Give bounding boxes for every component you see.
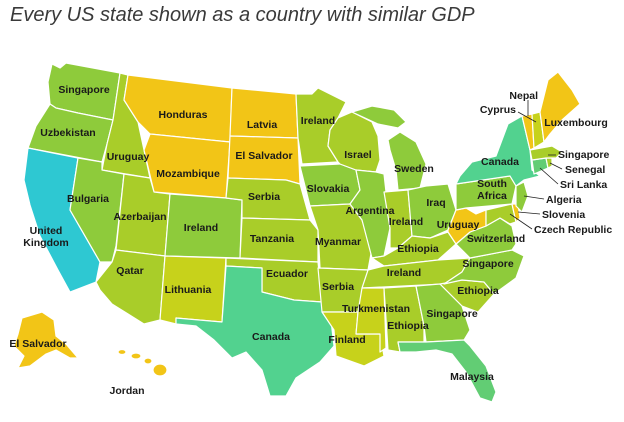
- label-wisconsin: Israel: [344, 149, 372, 161]
- label-arkansas: Serbia: [322, 281, 354, 293]
- label-new-mexico: Lithuania: [165, 284, 212, 296]
- label-rhode-island: Senegal: [565, 164, 605, 176]
- label-nevada: Bulgaria: [67, 193, 109, 205]
- state-idaho[interactable]: [101, 72, 151, 179]
- label-georgia: Singapore: [426, 308, 478, 320]
- label-south-dakota: El Salvador: [235, 150, 292, 162]
- label-new-hampshire: Cyprus: [480, 104, 516, 116]
- leader-slovenia: [517, 211, 541, 215]
- label-missouri: Myanmar: [315, 236, 361, 248]
- label-minnesota: Ireland: [301, 115, 335, 127]
- label-vermont: Nepal: [509, 90, 538, 102]
- label-washington: Singapore: [58, 84, 110, 96]
- label-idaho: Uruguay: [107, 151, 150, 163]
- label-kentucky: Ethiopia: [397, 243, 439, 255]
- label-north-carolina: Singapore: [462, 258, 514, 270]
- state-massachusetts[interactable]: [529, 145, 563, 161]
- label-mississippi: Turkmenistan: [342, 303, 410, 315]
- leader-sri-lanka: [539, 167, 559, 185]
- state-alaska[interactable]: [13, 311, 79, 369]
- label-california: United Kingdom: [23, 225, 69, 249]
- label-michigan: Sweden: [394, 163, 434, 175]
- label-alaska: El Salvador: [9, 338, 66, 350]
- state-kansas[interactable]: [239, 217, 319, 263]
- label-connecticut: Sri Lanka: [560, 179, 607, 191]
- label-new-york: Canada: [481, 156, 519, 168]
- label-illinois: Argentina: [345, 205, 394, 217]
- label-west-virginia: Uruguay: [437, 219, 480, 231]
- label-kansas: Tanzania: [250, 233, 294, 245]
- label-arizona: Qatar: [116, 265, 143, 277]
- leader-czech: [509, 213, 533, 230]
- state-hawaii[interactable]: [117, 348, 168, 377]
- label-wyoming: Mozambique: [156, 168, 220, 180]
- label-new-jersey: Algeria: [546, 194, 582, 206]
- label-massachusetts: Singapore: [558, 149, 610, 161]
- label-oklahoma: Ecuador: [266, 268, 308, 280]
- label-louisiana: Finland: [328, 334, 365, 346]
- label-delaware: Slovenia: [542, 209, 585, 221]
- label-nebraska: Serbia: [248, 191, 280, 203]
- label-north-dakota: Latvia: [247, 119, 278, 131]
- leader-cyprus: [517, 111, 537, 123]
- state-wyoming[interactable]: [143, 133, 231, 199]
- label-ohio: Iraq: [426, 197, 445, 209]
- state-new-york[interactable]: [455, 115, 541, 187]
- label-florida: Malaysia: [450, 371, 494, 383]
- label-colorado: Ireland: [184, 222, 218, 234]
- label-south-carolina: Ethiopia: [457, 285, 499, 297]
- label-virginia: Switzerland: [467, 233, 525, 245]
- leader-algeria: [523, 195, 545, 200]
- label-iowa: Slovakia: [307, 183, 350, 195]
- label-utah: Azerbaijan: [113, 211, 166, 223]
- label-tennessee: Ireland: [387, 267, 421, 279]
- map-title: Every US state shown as a country with s…: [10, 4, 475, 26]
- label-montana: Honduras: [158, 109, 207, 121]
- label-texas: Canada: [252, 331, 290, 343]
- label-indiana: Ireland: [389, 216, 423, 228]
- label-oregon: Uzbekistan: [40, 127, 95, 139]
- state-florida[interactable]: [397, 339, 497, 403]
- state-maine[interactable]: [539, 71, 581, 143]
- leader-senegal: [549, 162, 563, 170]
- label-maine: Luxembourg: [544, 117, 608, 129]
- state-connecticut[interactable]: [531, 157, 549, 175]
- state-new-jersey[interactable]: [515, 181, 529, 213]
- label-pennsylvania: South Africa: [477, 178, 507, 202]
- state-texas[interactable]: [175, 265, 335, 397]
- label-hawaii: Jordan: [109, 385, 144, 397]
- label-alabama: Ethiopia: [387, 320, 429, 332]
- label-maryland: Czech Republic: [534, 224, 612, 236]
